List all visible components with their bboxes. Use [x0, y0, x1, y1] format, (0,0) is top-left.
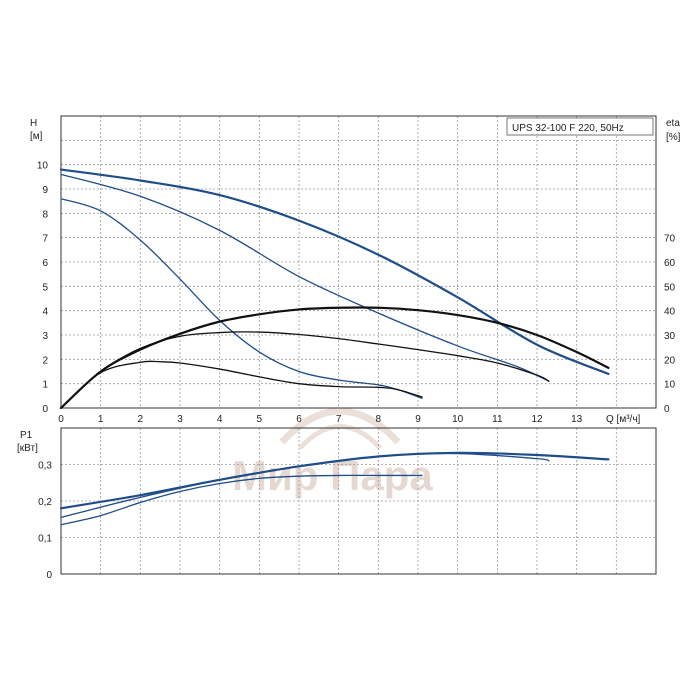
x-tick-label: 4 — [217, 414, 223, 425]
x-tick-label: 1 — [98, 414, 104, 425]
power-axis-label-line2: [кВт] — [17, 443, 38, 454]
head-curve-1 — [59, 168, 610, 376]
eta-tick-label: 30 — [664, 331, 676, 342]
efficiency-curve-6 — [60, 360, 423, 409]
y-tick-label: 4 — [42, 307, 48, 318]
eta-tick-label: 20 — [664, 355, 676, 366]
power-tick-label: 0,3 — [38, 461, 52, 472]
power-series — [59, 451, 610, 526]
power-chart-frame — [60, 427, 657, 575]
head-eta-series — [59, 168, 610, 410]
x-tick-label: 13 — [571, 414, 583, 425]
power-axis-ticks: 0 0,1 0,2 0,3 — [38, 461, 52, 582]
eta-tick-label: 50 — [664, 282, 676, 293]
head-chart-grid — [61, 116, 656, 408]
eta-tick-label: 10 — [664, 380, 676, 391]
x-tick-label: 3 — [177, 414, 183, 425]
power-curve-2 — [60, 452, 550, 519]
y-tick-label: 5 — [42, 282, 48, 293]
y-axis-label-line1: H — [30, 118, 37, 129]
power-tick-label: 0 — [46, 570, 52, 581]
power-chart-grid — [61, 428, 656, 574]
chart-title: UPS 32-100 F 220, 50Hz — [512, 123, 624, 134]
y-tick-label: 10 — [37, 161, 49, 172]
x-tick-label: 12 — [531, 414, 543, 425]
head-curve-3 — [60, 198, 423, 399]
efficiency-curve-5 — [60, 331, 550, 409]
y-tick-label: 7 — [42, 234, 48, 245]
y-tick-label: 3 — [42, 331, 48, 342]
power-curve-3 — [60, 474, 423, 526]
head-axis-ticks: 0 1 2 3 4 5 6 7 8 9 10 — [37, 161, 49, 415]
power-tick-label: 0,1 — [38, 534, 52, 545]
title-box — [506, 117, 654, 136]
power-axis-label-line1: P1 — [20, 430, 33, 441]
y-tick-label: 6 — [42, 258, 48, 269]
x-tick-label: 9 — [415, 414, 421, 425]
eta-tick-label: 70 — [664, 234, 676, 245]
eta-tick-label: 0 — [664, 404, 670, 415]
x-tick-label: 2 — [138, 414, 144, 425]
y-axis-label-line2: [м] — [30, 131, 43, 142]
y-tick-label: 0 — [42, 404, 48, 415]
y-tick-label: 9 — [42, 185, 48, 196]
x-tick-label: 8 — [376, 414, 382, 425]
y-tick-label: 1 — [42, 380, 48, 391]
x-tick-label: 0 — [58, 414, 64, 425]
x-tick-label: 10 — [452, 414, 464, 425]
power-tick-label: 0,2 — [38, 497, 52, 508]
efficiency-curve-4 — [59, 306, 610, 410]
y-tick-label: 8 — [42, 209, 48, 220]
eta-tick-label: 60 — [664, 258, 676, 269]
x-axis-ticks: 0 1 2 3 4 5 6 7 8 9 10 11 12 13 — [58, 414, 582, 425]
x-tick-label: 7 — [336, 414, 342, 425]
head-curve-2 — [60, 173, 550, 382]
y2-axis-label-line1: eta — [666, 118, 680, 129]
y2-axis-label-line2: [%] — [666, 132, 681, 143]
x-tick-label: 6 — [296, 414, 302, 425]
head-chart-frame — [60, 115, 657, 409]
x-tick-label: 11 — [492, 414, 503, 425]
eta-axis-ticks: 0 10 20 30 40 50 60 70 — [664, 234, 676, 415]
x-tick-label: 5 — [257, 414, 263, 425]
eta-tick-label: 40 — [664, 307, 676, 318]
x-axis-label: Q [м³/ч] — [606, 414, 641, 425]
y-tick-label: 2 — [42, 355, 48, 366]
